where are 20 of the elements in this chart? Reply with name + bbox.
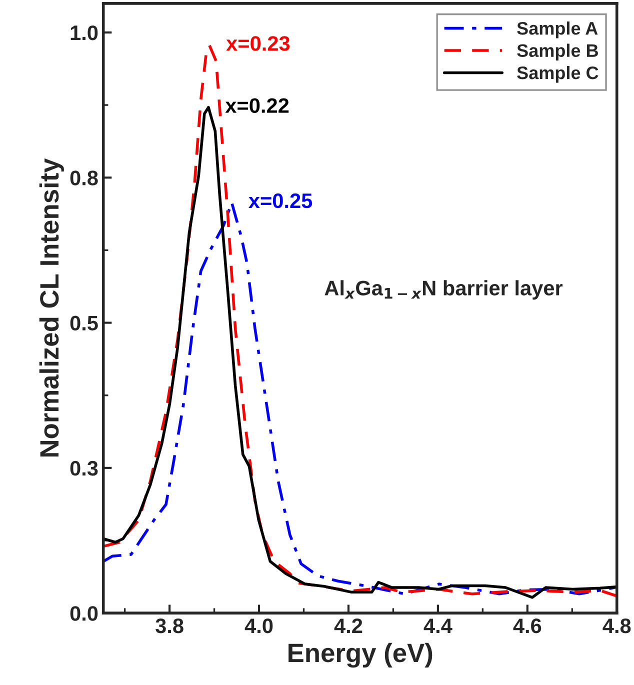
- y-tick-label: 0.3: [70, 460, 98, 476]
- annotation: x=0.25: [248, 193, 312, 208]
- annotation: x=0.22: [225, 98, 289, 113]
- y-tick-label: 0.5: [70, 316, 98, 331]
- y-tick-label: 0.8: [70, 170, 98, 186]
- x-tick-label: 4.8: [602, 618, 631, 634]
- annotation: x=0.23: [226, 36, 290, 51]
- legend-label: Sample C: [517, 66, 598, 83]
- y-tick-label: 1.0: [70, 25, 98, 40]
- y-tick-label: 0.0: [70, 606, 98, 621]
- annotation: Al$_{x}$Ga$_{1−x}$N barrier layer: [324, 280, 563, 300]
- x-tick-label: 4.4: [424, 618, 452, 634]
- y-axis-title: Normalized CL Intensity: [39, 158, 64, 457]
- legend-label: Sample A: [517, 21, 598, 38]
- legend-label: Sample B: [517, 44, 598, 61]
- x-tick-label: 4.2: [334, 618, 362, 634]
- x-tick-label: 4.6: [513, 618, 542, 634]
- x-tick-label: 3.8: [156, 618, 184, 634]
- x-tick-label: 4.0: [244, 618, 273, 634]
- x-axis-title: Energy (eV): [288, 642, 432, 668]
